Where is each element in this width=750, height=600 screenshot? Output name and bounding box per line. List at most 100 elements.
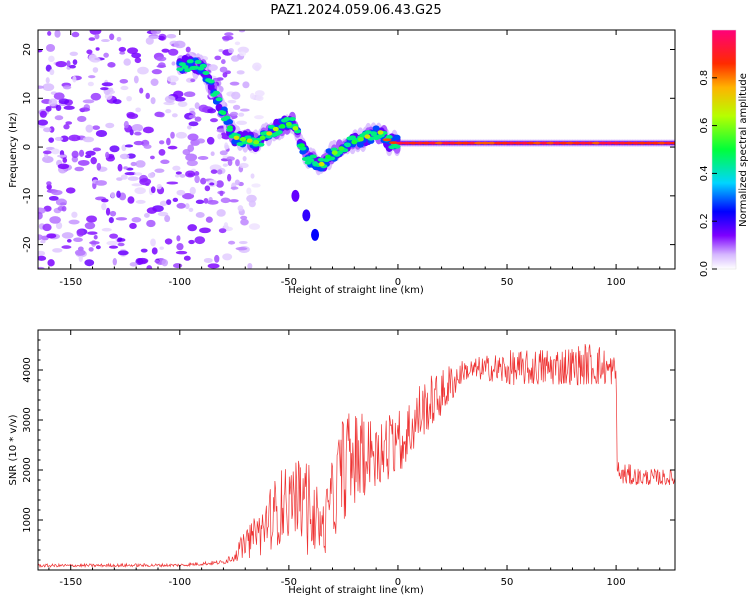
noise-blob [46,184,52,190]
spectrogram-x-tick-label: 0 [395,277,401,288]
noise-blob [234,179,240,186]
ridge-glow [372,125,380,131]
ridge-core [312,161,319,166]
ridge-glow [186,59,194,64]
ridge-core [591,141,601,145]
noise-blob [194,175,200,184]
noise-blob [154,259,160,263]
noise-blob [145,92,150,99]
noise-blob [38,250,46,256]
noise-blob [208,64,218,72]
noise-blob [107,62,116,68]
ridge-glow [330,147,338,152]
noise-blob [185,170,196,178]
ridge-core [663,141,673,145]
noise-blob [151,247,158,255]
noise-blob [62,85,72,90]
snr-series-line [38,344,675,569]
noise-blob [164,215,171,223]
noise-blob [166,75,179,83]
noise-blob [175,250,188,255]
noise-blob [144,182,150,187]
ridge-glow [215,97,223,102]
noise-blob [89,30,102,35]
noise-blob [160,159,170,164]
noise-blob [159,200,168,207]
noise-blob [150,238,156,247]
noise-blob [185,46,191,53]
snr-y-tick-label: 1000 [22,507,33,532]
noise-blob [210,118,218,123]
ridge-glow [257,142,265,147]
noise-blob [146,265,153,269]
noise-blob [74,249,86,256]
noise-blob [238,30,246,33]
noise-blob [173,40,186,49]
ridge-glow [393,134,401,141]
ridge-glow [267,124,275,129]
noise-blob [200,177,207,185]
noise-blob [87,231,98,235]
ridge-glow [275,130,283,135]
noise-blob [251,183,261,188]
noise-blob [63,124,70,130]
noise-blob [221,59,226,65]
noise-blob [166,181,179,185]
noise-blob [65,121,73,125]
noise-blob [105,151,110,159]
noise-blob [109,145,120,153]
noise-blob [157,112,165,118]
spectrogram-y-tick-label: 10 [22,92,33,105]
noise-blob [45,105,52,112]
noise-blob [170,81,177,86]
noise-blob [42,83,55,92]
ridge-core [357,137,364,142]
noise-blob [57,163,70,170]
ridge-glow [212,90,220,95]
noise-blob [124,144,134,148]
noise-blob [173,90,184,98]
noise-blob [94,33,100,40]
colorbar-tick-label: 0.0 [699,261,710,277]
noise-blob [219,150,228,156]
noise-blob [188,114,196,119]
noise-blob [254,90,265,97]
ridge-core [240,137,247,142]
noise-blob [95,47,100,51]
noise-blob [92,125,101,130]
noise-blob [139,87,144,94]
noise-blob [62,157,68,163]
noise-blob [96,162,102,171]
noise-blob [54,30,61,38]
noise-blob [72,59,78,66]
ridge-core [344,142,351,148]
noise-blob [150,78,159,86]
noise-blob [176,202,186,209]
noise-blob [66,60,71,67]
noise-blob [242,156,247,162]
noise-blob [95,129,108,138]
noise-blob [148,35,160,40]
noise-blob [146,219,156,228]
noise-blob [123,120,129,129]
spectrogram-content [38,30,675,269]
noise-blob [188,239,195,245]
noise-blob [54,136,64,141]
noise-blob [55,104,62,112]
noise-blob [135,107,141,113]
spectrogram-frame [37,29,676,270]
ridge-core [421,141,431,145]
spectrogram-x-axis-label: Height of straight line (km) [288,285,424,296]
noise-blob [173,263,183,269]
noise-blob [77,115,87,122]
ridge-glow [283,116,291,121]
noise-blob [93,235,98,240]
ridge-core [279,123,286,129]
ridge-core [487,141,497,145]
noise-blob [115,217,128,221]
noise-blob [124,172,137,176]
noise-blob [212,77,224,81]
noise-blob [117,237,123,241]
noise-blob [232,104,241,110]
ridge-core [382,138,392,142]
